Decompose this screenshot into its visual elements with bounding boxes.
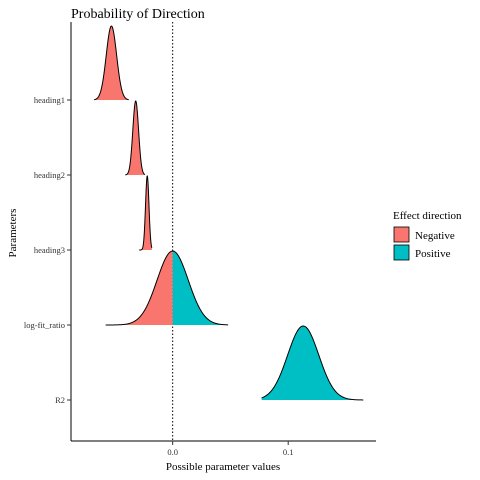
legend-label-positive: Positive [415, 248, 451, 260]
legend-swatch-positive [394, 245, 409, 260]
plot-area: 0.0 0.1 heading1 heading2 heading3 log-fit_ra… [24, 22, 376, 457]
density-log-fit_ratio-negative [106, 251, 173, 325]
x-tick-label-0: 0.0 [167, 447, 178, 457]
legend-title: Effect direction [393, 210, 462, 222]
y-tick-label-log-fit_ratio: log-fit_ratio [24, 320, 65, 330]
y-tick-label-heading2: heading2 [34, 170, 65, 180]
y-tick-label-R2: R2 [55, 395, 65, 405]
x-tick-label-1: 0.1 [283, 447, 294, 457]
chart-title: Probability of Direction [71, 7, 205, 22]
legend-label-negative: Negative [415, 230, 455, 242]
density-heading1-negative [94, 26, 129, 100]
y-tick-label-heading1: heading1 [34, 95, 65, 105]
legend: Effect direction Negative Positive [393, 210, 462, 260]
density-log-fit_ratio-positive [173, 251, 228, 325]
y-tick-label-heading3: heading3 [34, 245, 65, 255]
density-heading2-negative [125, 101, 145, 175]
legend-swatch-negative [394, 227, 409, 242]
x-axis-title: Possible parameter values [166, 461, 280, 473]
y-axis-title: Parameters [7, 209, 19, 258]
